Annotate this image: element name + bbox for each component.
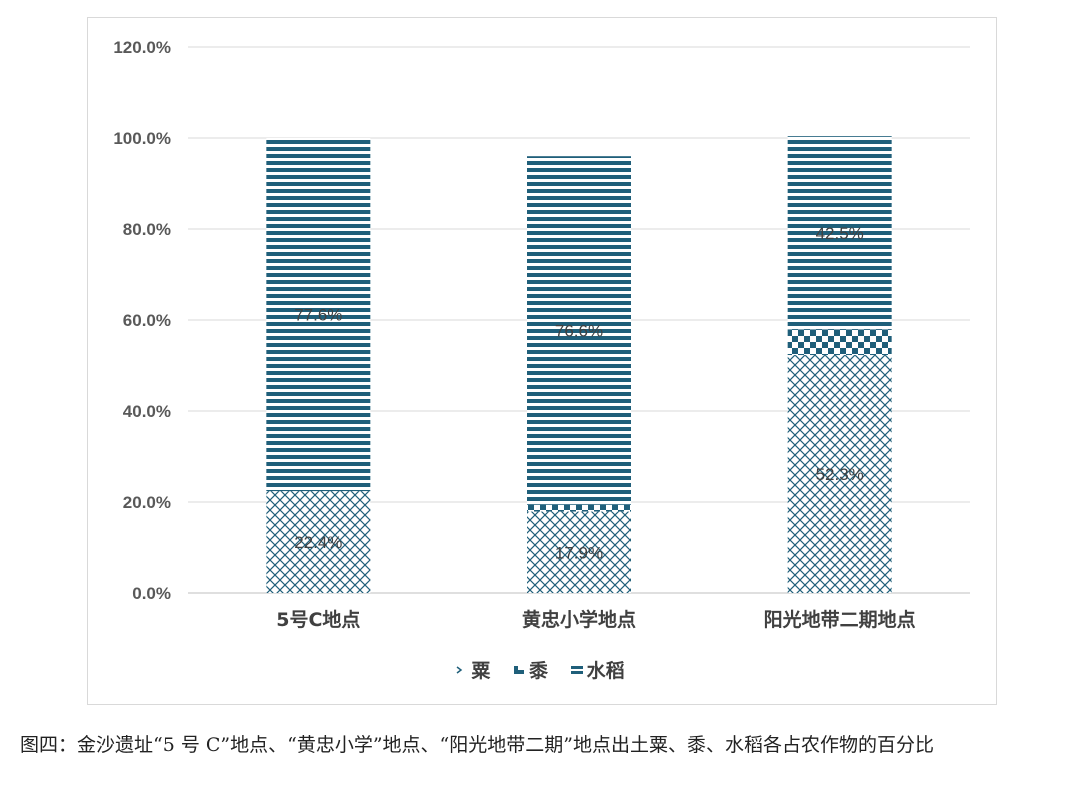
y-tick-label: 100.0% — [113, 129, 171, 148]
x-tick-label: 黄忠小学地点 — [522, 608, 636, 631]
legend-swatch-rice — [570, 665, 583, 674]
bar-segment-水稻 — [527, 156, 631, 505]
bar-segment-粟 — [787, 355, 892, 593]
bar-segment-水稻 — [787, 136, 892, 330]
data-label: 76.6% — [555, 321, 603, 340]
y-tick-label: 80.0% — [123, 220, 171, 239]
y-tick-label: 40.0% — [123, 402, 171, 421]
legend-item-rice: 水稻 — [570, 656, 625, 683]
legend-label-millet: 粟 — [471, 660, 491, 682]
data-label: 22.4% — [294, 533, 342, 552]
legend-swatch-millet — [456, 665, 463, 674]
y-tick-label: 0.0% — [132, 584, 171, 603]
legend-label-rice: 水稻 — [586, 660, 625, 682]
bar-segment-粟 — [527, 511, 631, 593]
y-tick-label: 20.0% — [123, 493, 171, 512]
y-tick-label: 120.0% — [113, 38, 171, 57]
data-label: 42.5% — [816, 224, 864, 243]
x-tick-label: 5号C地点 — [276, 608, 360, 631]
x-tick-label: 阳光地带二期地点 — [764, 608, 916, 631]
legend-label-broomcorn: 黍 — [528, 660, 548, 682]
bar-segment-粟 — [266, 491, 371, 593]
data-label: 17.9% — [555, 543, 603, 562]
bar-segment-黍 — [787, 329, 892, 356]
bar-segment-水稻 — [266, 138, 371, 492]
chart-frame — [87, 17, 997, 705]
chart-legend: 粟 黍 水稻 — [0, 656, 1080, 683]
legend-item-broomcorn: 黍 — [513, 656, 548, 683]
figure-caption: 图四：金沙遗址“5 号 C”地点、“黄忠小学”地点、“阳光地带二期”地点出土粟、… — [20, 734, 934, 756]
data-label: 52.3% — [816, 465, 864, 484]
legend-item-millet: 粟 — [455, 656, 490, 683]
y-tick-label: 60.0% — [123, 311, 171, 330]
legend-swatch-broomcorn — [513, 665, 524, 674]
data-label: 77.6% — [294, 306, 342, 325]
bar-segment-黍 — [527, 504, 631, 512]
